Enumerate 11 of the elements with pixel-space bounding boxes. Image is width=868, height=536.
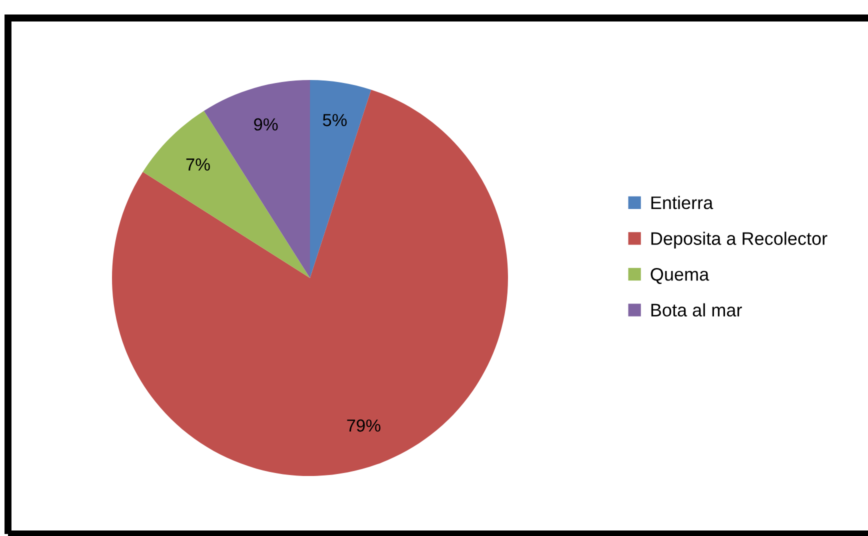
legend-label: Entierra [651, 196, 714, 210]
legend-label: Quema [650, 268, 710, 284]
pie-slice [112, 90, 508, 476]
pie-slice [310, 80, 372, 278]
legend-label: Bota al mar [651, 303, 742, 317]
data-label: 79% [347, 419, 380, 432]
data-label: 9% [254, 118, 278, 131]
data-label: 7% [186, 158, 210, 171]
legend-label: Deposita a Recolector [651, 232, 828, 249]
pie-slice [142, 110, 310, 278]
data-label: 5% [322, 114, 347, 126]
